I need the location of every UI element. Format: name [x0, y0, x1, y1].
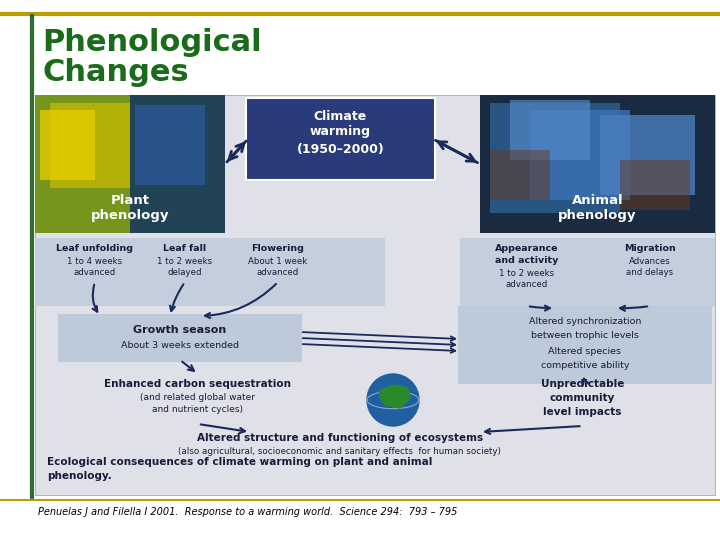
FancyBboxPatch shape	[600, 115, 695, 195]
FancyBboxPatch shape	[130, 95, 225, 233]
Text: Altered species: Altered species	[549, 348, 621, 356]
Text: 1 to 4 weeks: 1 to 4 weeks	[68, 257, 122, 266]
FancyBboxPatch shape	[58, 314, 302, 362]
Text: competitive ability: competitive ability	[541, 361, 629, 370]
FancyBboxPatch shape	[530, 110, 630, 200]
Text: Penuelas J and Filella I 2001.  Response to a warming world.  Science 294:  793 : Penuelas J and Filella I 2001. Response …	[38, 507, 457, 517]
FancyBboxPatch shape	[460, 238, 715, 306]
Text: Animal: Animal	[572, 194, 624, 207]
Text: Enhanced carbon sequestration: Enhanced carbon sequestration	[104, 379, 292, 389]
FancyBboxPatch shape	[490, 103, 620, 213]
Text: (and related global water: (and related global water	[140, 394, 256, 402]
Text: Plant: Plant	[110, 194, 150, 207]
Text: Appearance: Appearance	[495, 244, 559, 253]
Text: phenology: phenology	[558, 208, 636, 221]
Text: Altered synchronization: Altered synchronization	[528, 318, 642, 327]
Text: community: community	[550, 393, 615, 403]
FancyBboxPatch shape	[510, 100, 590, 160]
FancyBboxPatch shape	[458, 306, 712, 384]
FancyBboxPatch shape	[135, 105, 205, 185]
FancyBboxPatch shape	[490, 150, 550, 200]
Text: warming: warming	[310, 125, 371, 138]
Text: phenology.: phenology.	[47, 471, 112, 481]
FancyBboxPatch shape	[35, 238, 385, 306]
FancyBboxPatch shape	[35, 95, 130, 233]
Text: (1950–2000): (1950–2000)	[297, 144, 384, 157]
FancyBboxPatch shape	[480, 95, 715, 233]
FancyBboxPatch shape	[35, 95, 715, 495]
Text: About 3 weeks extended: About 3 weeks extended	[121, 341, 239, 350]
Text: and activity: and activity	[495, 256, 559, 265]
FancyBboxPatch shape	[620, 160, 690, 210]
Text: phenology: phenology	[91, 208, 169, 221]
FancyBboxPatch shape	[246, 98, 435, 180]
Text: Advances: Advances	[629, 257, 671, 266]
Text: level impacts: level impacts	[544, 407, 621, 417]
Text: Phenological: Phenological	[42, 28, 261, 57]
Text: Flowering: Flowering	[251, 244, 305, 253]
Text: 1 to 2 weeks: 1 to 2 weeks	[158, 257, 212, 266]
Circle shape	[367, 374, 419, 426]
Text: between trophic levels: between trophic levels	[531, 332, 639, 341]
Text: Leaf unfolding: Leaf unfolding	[56, 244, 133, 253]
Text: and delays: and delays	[626, 268, 674, 277]
Text: Ecological consequences of climate warming on plant and animal: Ecological consequences of climate warmi…	[47, 457, 433, 467]
Text: Leaf fall: Leaf fall	[163, 244, 207, 253]
Text: Migration: Migration	[624, 244, 676, 253]
FancyBboxPatch shape	[50, 103, 130, 188]
Text: delayed: delayed	[168, 268, 202, 277]
Text: and nutrient cycles): and nutrient cycles)	[153, 406, 243, 415]
Text: Climate: Climate	[314, 110, 367, 123]
Text: (also agricultural, socioeconomic and sanitary effects  for human society): (also agricultural, socioeconomic and sa…	[179, 448, 502, 456]
FancyBboxPatch shape	[35, 95, 225, 233]
Text: advanced: advanced	[257, 268, 299, 277]
Text: Altered structure and functioning of ecosystems: Altered structure and functioning of eco…	[197, 433, 483, 443]
Polygon shape	[380, 385, 410, 408]
Text: Growth season: Growth season	[133, 325, 227, 335]
FancyBboxPatch shape	[40, 110, 95, 180]
Text: 1 to 2 weeks: 1 to 2 weeks	[500, 269, 554, 278]
Text: Unpredictable: Unpredictable	[541, 379, 624, 389]
Text: advanced: advanced	[506, 280, 548, 289]
Text: Changes: Changes	[42, 58, 189, 87]
Text: advanced: advanced	[74, 268, 116, 277]
Text: About 1 week: About 1 week	[248, 257, 307, 266]
